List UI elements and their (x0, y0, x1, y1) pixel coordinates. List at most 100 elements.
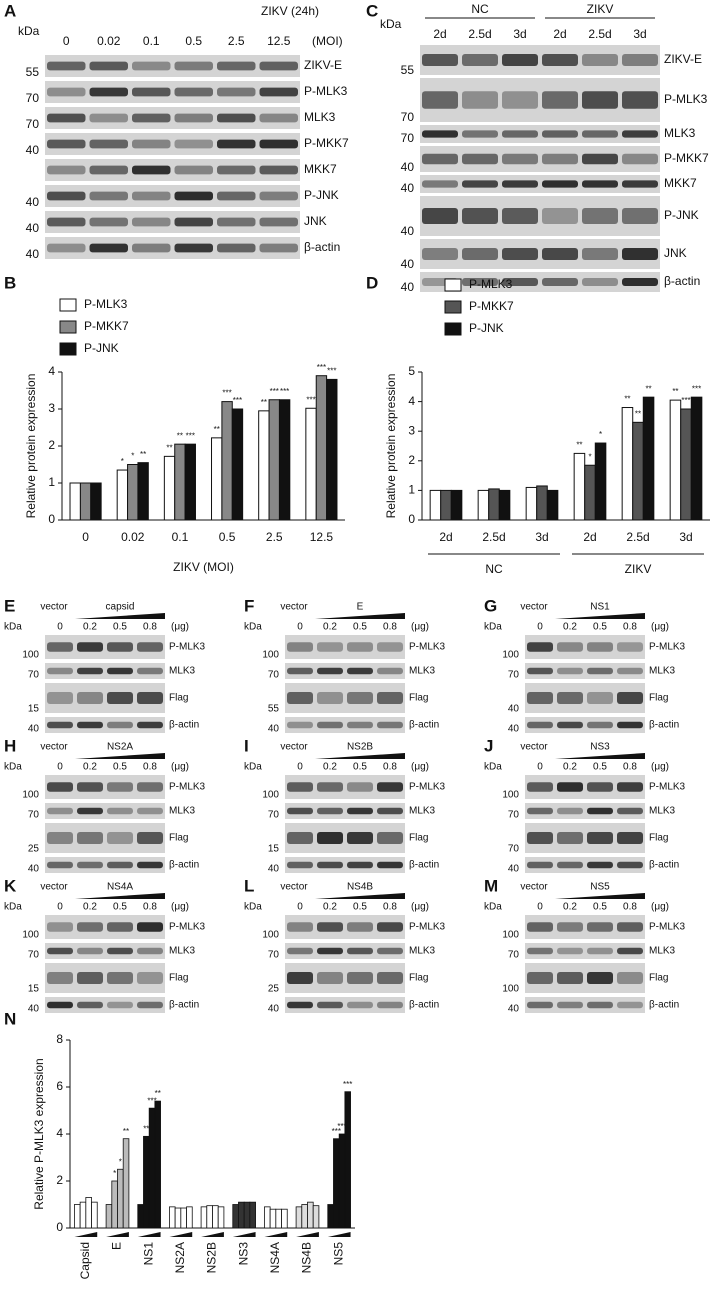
blot-band (557, 922, 583, 932)
dose-wedge (169, 1232, 193, 1237)
blot-band (287, 832, 313, 844)
blot-band (347, 721, 373, 729)
blot-band (287, 947, 313, 955)
bar (344, 1091, 351, 1229)
construct-label: NS1 (590, 602, 610, 613)
kda-marker: 70 (401, 131, 415, 145)
dose-wedge (555, 893, 645, 899)
significance: ** (166, 443, 172, 452)
blot-band (622, 130, 658, 138)
lane-label: 0.2 (83, 762, 97, 773)
significance: ** (261, 398, 267, 407)
group-label: ZIKV (625, 562, 652, 576)
blot-band (347, 642, 373, 652)
blot-strip (420, 239, 660, 269)
blot-band (622, 248, 658, 260)
kda-marker: 100 (502, 790, 519, 801)
blot-band (47, 972, 73, 984)
blot-band (47, 217, 86, 227)
panel-letter: E (4, 596, 15, 615)
panel-letter: B (4, 273, 16, 292)
blot-band (107, 861, 133, 869)
kda-marker: 55 (268, 704, 280, 715)
bar (594, 442, 607, 521)
blot-band (377, 947, 403, 955)
blot-strip (285, 943, 405, 959)
bar (91, 1201, 98, 1229)
row-label: Flag (169, 973, 188, 984)
row-label: β-actin (169, 860, 199, 871)
lane-label: 2.5d (468, 27, 491, 41)
kda-marker: 70 (401, 110, 415, 124)
blot-band (542, 130, 578, 138)
blot-band (582, 54, 618, 66)
kda-marker: 40 (268, 864, 280, 875)
lane-label: 0.2 (83, 902, 97, 913)
kda-marker: 70 (508, 950, 520, 961)
legend-swatch (59, 320, 77, 334)
lane-label: 0.1 (143, 34, 160, 48)
construct-label: NS4B (347, 882, 373, 893)
kda-marker: 70 (28, 950, 40, 961)
blot-band (137, 922, 163, 932)
bar (231, 408, 244, 521)
blot-strip (420, 45, 660, 75)
blot-band (617, 642, 643, 652)
blot-band (89, 243, 128, 253)
bar (680, 408, 692, 521)
panel-letter: N (4, 1009, 16, 1028)
blot-band (317, 721, 343, 729)
blot-band (582, 278, 618, 286)
kda-label: kDa (244, 622, 262, 633)
blot-band (317, 807, 343, 815)
lane-label: 0.5 (353, 902, 367, 913)
unit-label: (μg) (411, 622, 429, 633)
bar (211, 437, 223, 521)
blot-band (347, 947, 373, 955)
control-label: vector (520, 882, 548, 893)
bar (137, 1204, 144, 1229)
y-tick-label: 0 (48, 512, 55, 526)
lane-label: 0.5 (593, 762, 607, 773)
x-tick-label: 2d (439, 530, 452, 544)
blot-band (542, 278, 578, 286)
panel-letter: L (244, 876, 254, 895)
blot-band (557, 861, 583, 869)
row-label: β-actin (409, 720, 439, 731)
row-label: Flag (169, 833, 188, 844)
lane-label: 0.8 (143, 622, 157, 633)
kda-label: kDa (4, 622, 22, 633)
row-label: P-MLK3 (664, 92, 708, 106)
blot-band (137, 782, 163, 792)
bar (264, 1206, 271, 1229)
row-label: P-MLK3 (409, 642, 446, 653)
lane-label: 0.2 (83, 622, 97, 633)
blot-band (132, 217, 171, 227)
lane-label: 0 (537, 762, 543, 773)
kda-marker: 40 (401, 181, 415, 195)
lane-label: 0.2 (323, 622, 337, 633)
unit-label: (μg) (651, 762, 669, 773)
blot-band (287, 721, 313, 729)
row-label: MKK7 (664, 176, 697, 190)
bar (258, 410, 270, 521)
blot-band (107, 807, 133, 815)
blot-band (542, 54, 578, 66)
blot-band (317, 1001, 343, 1009)
header: ZIKV (24h) (261, 4, 319, 18)
blot-band (462, 130, 498, 138)
blot-band (47, 832, 73, 844)
significance: * (121, 457, 124, 466)
blot-band (617, 807, 643, 815)
blot-band (259, 113, 298, 123)
row-label: Flag (169, 693, 188, 704)
control-label: vector (520, 742, 548, 753)
blot-band (107, 667, 133, 675)
blot-band (377, 832, 403, 844)
blot-band (174, 191, 213, 201)
blot-strip (525, 663, 645, 679)
blot-band (137, 861, 163, 869)
row-label: P-MLK3 (169, 642, 206, 653)
significance: * (588, 452, 591, 461)
